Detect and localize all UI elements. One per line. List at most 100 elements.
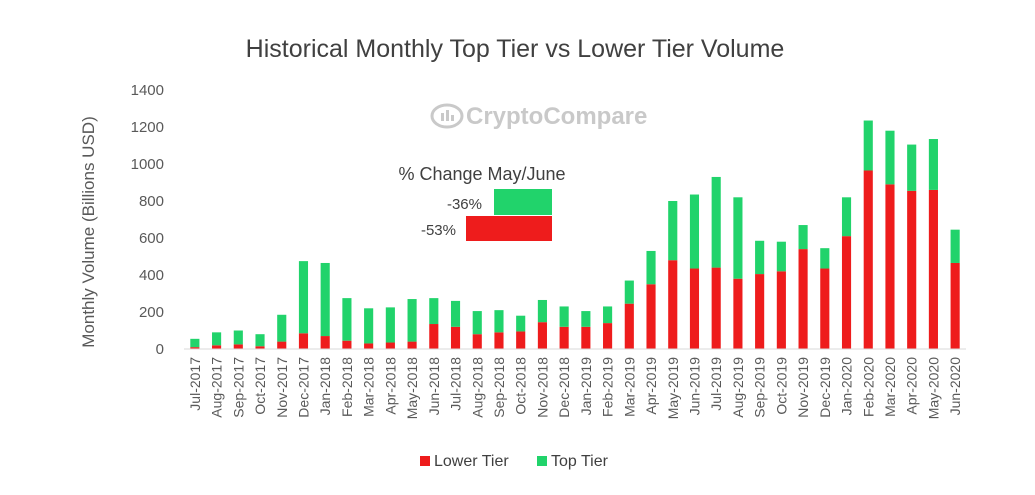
bar-lower-tier (798, 249, 808, 349)
bar-top-tier (820, 248, 830, 269)
bar-top-tier (863, 120, 873, 171)
bar-top-tier (407, 299, 417, 342)
bar-lower-tier (950, 262, 960, 349)
bar-lower-tier (603, 323, 613, 349)
x-tick-label: Apr-2018 (382, 357, 398, 415)
annotation-top-tier-swatch (494, 189, 552, 215)
bar-lower-tier (885, 184, 895, 349)
bar-top-tier (559, 306, 569, 327)
legend-top-tier-label: Top Tier (551, 453, 609, 470)
bar-top-tier (385, 307, 395, 343)
x-tick-label: Jan-2018 (317, 357, 333, 416)
bar-top-tier (233, 330, 243, 345)
legend: Lower Tier Top Tier (420, 453, 609, 470)
bar-top-tier (668, 201, 678, 261)
x-tick-label: Apr-2020 (904, 357, 920, 415)
bar-top-tier (885, 130, 895, 185)
bar-lower-tier (320, 336, 330, 349)
bar-lower-tier (537, 322, 547, 349)
x-tick-label: Jun-2019 (686, 357, 702, 416)
y-tick-label: 1200 (131, 119, 164, 136)
bar-lower-tier (364, 343, 374, 349)
bar-top-tier (624, 280, 634, 304)
annotation-lower-tier-swatch (466, 216, 552, 241)
x-tick-label: Dec-2017 (295, 357, 311, 418)
x-tick-label: Nov-2018 (534, 357, 550, 418)
x-tick-label: Jan-2020 (839, 357, 855, 416)
bar-top-tier (603, 306, 613, 324)
watermark-text: CryptoCompare (466, 103, 647, 130)
x-tick-label: May-2018 (404, 357, 420, 419)
bar-top-tier (841, 197, 852, 237)
x-tick-label: Sep-2019 (752, 357, 768, 418)
legend-lower-tier-label: Lower Tier (434, 453, 509, 470)
x-tick-label: Apr-2019 (643, 357, 659, 415)
bar-top-tier (255, 334, 265, 347)
x-tick-label: Jan-2019 (578, 357, 594, 416)
x-tick-label: Sep-2018 (491, 357, 507, 418)
x-tick-label: Jun-2020 (947, 357, 963, 416)
x-tick-label: Feb-2018 (339, 357, 355, 417)
bar-top-tier (689, 194, 700, 269)
y-tick-label: 200 (139, 304, 164, 321)
bar-lower-tier (298, 333, 309, 349)
x-axis: Jul-2017 Aug-2017 Sep-2017 Oct-2017 Nov-2017… (184, 348, 966, 419)
x-tick-label: May-2019 (665, 357, 681, 419)
bar-lower-tier (733, 278, 743, 349)
x-tick-label: Nov-2017 (274, 357, 290, 418)
bar-top-tier (646, 250, 656, 285)
bar-top-tier (190, 338, 200, 348)
x-tick-label: May-2020 (925, 357, 941, 419)
bar-top-tier (950, 229, 960, 263)
bar-lower-tier (429, 324, 439, 349)
x-tick-label: Aug-2018 (469, 357, 485, 418)
bar-lower-tier (407, 341, 417, 349)
y-axis-label: Monthly Volume (Billions USD) (79, 116, 98, 347)
x-tick-label: Oct-2019 (773, 357, 789, 415)
bar-lower-tier (624, 303, 634, 349)
x-tick-label: Oct-2018 (513, 357, 529, 415)
chart-title: Historical Monthly Top Tier vs Lower Tie… (246, 35, 785, 63)
bar-top-tier (755, 240, 765, 275)
bar-lower-tier (494, 332, 504, 349)
bar-lower-tier (755, 274, 765, 349)
bar-lower-tier (928, 189, 938, 349)
bar-top-tier (907, 144, 917, 191)
change-annotation: % Change May/June -36% -53% (398, 164, 566, 241)
y-tick-label: 0 (156, 341, 164, 358)
x-tick-label: Aug-2019 (730, 357, 746, 418)
x-tick-label: Nov-2019 (795, 357, 811, 418)
bar-lower-tier (559, 326, 569, 349)
bar-top-tier (928, 139, 938, 190)
bar-top-tier (472, 311, 482, 335)
bar-top-tier (429, 298, 439, 325)
x-tick-label: Oct-2017 (252, 357, 268, 415)
legend-top-tier-swatch (537, 456, 547, 466)
x-tick-label: Feb-2019 (600, 357, 616, 417)
bar-top-tier (320, 262, 330, 337)
bar-top-tier (537, 299, 547, 323)
x-tick-label: Jul-2017 (187, 357, 203, 411)
bar-top-tier (342, 298, 352, 341)
watermark: CryptoCompare (430, 103, 647, 130)
bar-lower-tier (668, 260, 678, 349)
bar-top-tier (711, 176, 721, 268)
bar-lower-tier (841, 236, 852, 349)
cryptocompare-logo-icon (430, 103, 464, 129)
annotation-lower-tier-value: -53% (421, 222, 456, 239)
bar-top-tier (212, 332, 222, 346)
y-tick-label: 1400 (131, 82, 164, 99)
x-tick-label: Mar-2020 (882, 357, 898, 417)
annotation-title: % Change May/June (398, 164, 565, 184)
x-tick-label: Aug-2017 (209, 357, 225, 418)
x-tick-label: Jul-2018 (448, 357, 464, 411)
legend-lower-tier-swatch (420, 456, 430, 466)
bar-lower-tier (711, 267, 721, 349)
y-tick-label: 1000 (131, 156, 164, 173)
bar-lower-tier (450, 326, 461, 349)
bar-top-tier (450, 300, 461, 327)
bar-lower-tier (233, 344, 243, 349)
bar-lower-tier (255, 346, 265, 349)
bar-lower-tier (863, 170, 873, 349)
